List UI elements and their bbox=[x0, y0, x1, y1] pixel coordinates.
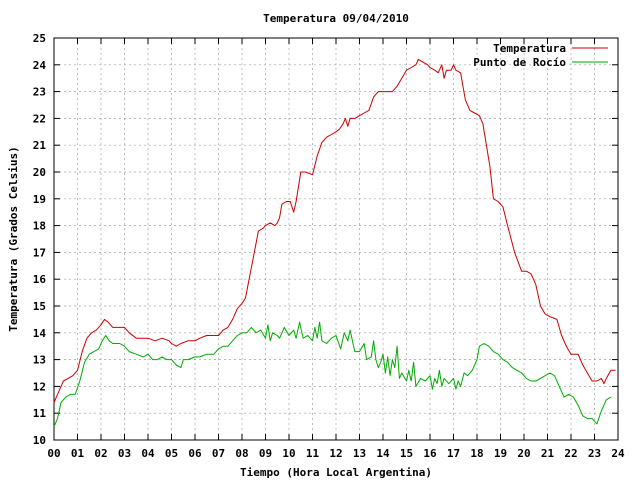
y-tick-label: 24 bbox=[33, 59, 47, 72]
x-tick-label: 20 bbox=[517, 447, 530, 460]
x-tick-label: 17 bbox=[447, 447, 460, 460]
y-tick-label: 21 bbox=[33, 139, 47, 152]
grid bbox=[54, 38, 618, 440]
y-tick-label: 15 bbox=[33, 300, 46, 313]
x-tick-label: 11 bbox=[306, 447, 320, 460]
x-tick-label: 00 bbox=[47, 447, 60, 460]
series-line-punto-de-rocio bbox=[53, 321, 612, 427]
y-tick-label: 13 bbox=[33, 354, 46, 367]
chart-title: Temperatura 09/04/2010 bbox=[263, 12, 409, 25]
x-tick-label: 05 bbox=[165, 447, 178, 460]
x-axis-label: Tiempo (Hora Local Argentina) bbox=[240, 466, 432, 479]
x-tick-label: 12 bbox=[329, 447, 342, 460]
x-tick-label: 16 bbox=[423, 447, 437, 460]
x-tick-label: 10 bbox=[282, 447, 295, 460]
x-tick-label: 19 bbox=[494, 447, 507, 460]
y-tick-label: 19 bbox=[33, 193, 46, 206]
y-tick-label: 25 bbox=[33, 32, 46, 45]
legend-label-temperatura: Temperatura bbox=[493, 42, 566, 55]
series-lines bbox=[53, 58, 616, 427]
x-tick-label: 18 bbox=[470, 447, 483, 460]
x-tick-label: 09 bbox=[259, 447, 272, 460]
x-tick-label: 14 bbox=[376, 447, 390, 460]
y-tick-label: 10 bbox=[33, 434, 46, 447]
axis-ticks: 10 11 12 13 14 15 16 17 18 19 20 21 22 23 24 25 00 01 02 03… bbox=[33, 32, 625, 460]
y-tick-label: 11 bbox=[33, 407, 47, 420]
y-tick-label: 12 bbox=[33, 380, 46, 393]
x-tick-label: 07 bbox=[212, 447, 225, 460]
y-tick-label: 23 bbox=[33, 86, 46, 99]
y-tick-label: 14 bbox=[33, 327, 47, 340]
x-tick-label: 02 bbox=[94, 447, 107, 460]
x-tick-label: 01 bbox=[71, 447, 85, 460]
x-tick-label: 23 bbox=[588, 447, 601, 460]
x-tick-label: 24 bbox=[611, 447, 625, 460]
x-tick-label: 22 bbox=[564, 447, 577, 460]
x-tick-label: 13 bbox=[353, 447, 366, 460]
y-axis-label: Temperatura (Grados Celsius) bbox=[7, 146, 20, 331]
y-tick-label: 16 bbox=[33, 273, 47, 286]
legend-label-punto-de-rocio: Punto de Rocío bbox=[473, 56, 566, 69]
y-tick-label: 18 bbox=[33, 220, 46, 233]
y-tick-label: 17 bbox=[33, 246, 46, 259]
x-tick-label: 03 bbox=[118, 447, 131, 460]
series-line-temperatura bbox=[53, 58, 616, 403]
x-tick-label: 08 bbox=[235, 447, 248, 460]
x-tick-label: 21 bbox=[541, 447, 555, 460]
y-tick-label: 20 bbox=[33, 166, 46, 179]
x-tick-label: 15 bbox=[400, 447, 413, 460]
legend: Temperatura Punto de Rocío bbox=[473, 42, 608, 69]
x-tick-label: 06 bbox=[188, 447, 202, 460]
y-tick-label: 22 bbox=[33, 112, 46, 125]
x-tick-label: 04 bbox=[141, 447, 155, 460]
